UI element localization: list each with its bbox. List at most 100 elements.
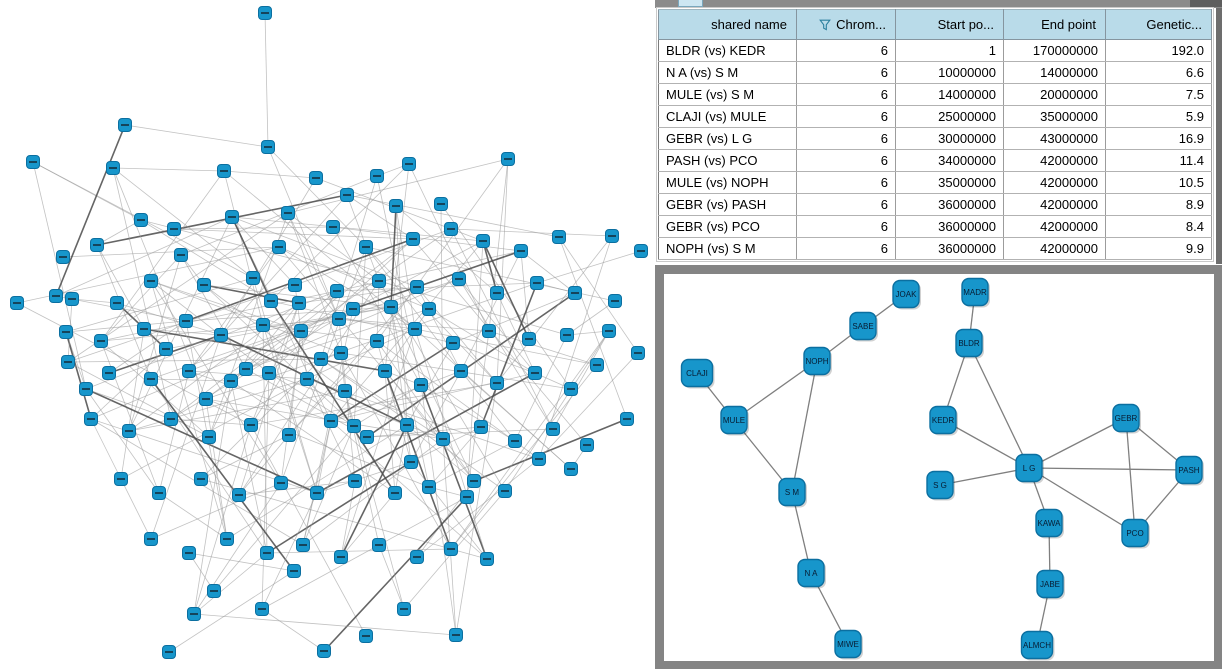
- network-node[interactable]: [1121, 518, 1149, 548]
- network-node[interactable]: [680, 358, 714, 388]
- table-cell[interactable]: 6: [796, 83, 896, 106]
- table-cell[interactable]: GEBR (vs) PASH: [658, 193, 797, 216]
- column-header-shared-name[interactable]: shared name: [658, 9, 797, 40]
- table-row[interactable]: N A (vs) S M 6 10000000 14000000 6.6: [658, 61, 1212, 84]
- table-row[interactable]: GEBR (vs) PCO 6 36000000 42000000 8.4: [658, 215, 1212, 238]
- scrollbar-fragment[interactable]: [1190, 0, 1222, 7]
- network-node[interactable]: [1020, 630, 1054, 660]
- table-cell[interactable]: 170000000: [1003, 39, 1106, 62]
- table-cell[interactable]: 6: [796, 215, 896, 238]
- table-cell[interactable]: 10.5: [1105, 171, 1212, 194]
- table-cell[interactable]: BLDR (vs) KEDR: [658, 39, 797, 62]
- network-node[interactable]: [1015, 453, 1043, 483]
- network-node[interactable]: [1035, 508, 1063, 538]
- table-cell[interactable]: NOPH (vs) S M: [658, 237, 797, 260]
- table-cell[interactable]: 5.9: [1105, 105, 1212, 128]
- table-cell[interactable]: 6: [796, 127, 896, 150]
- column-header-chromosome[interactable]: Chrom...: [796, 9, 896, 40]
- network-node[interactable]: [955, 328, 983, 358]
- table-cell[interactable]: 6: [796, 193, 896, 216]
- overview-edge: [450, 228, 554, 430]
- table-cell[interactable]: 16.9: [1105, 127, 1212, 150]
- table-cell[interactable]: MULE (vs) NOPH: [658, 171, 797, 194]
- table-cell[interactable]: 30000000: [895, 127, 1004, 150]
- node-label-smudge: [264, 146, 272, 148]
- table-cell[interactable]: 34000000: [895, 149, 1004, 172]
- overview-edge: [558, 236, 628, 420]
- network-node[interactable]: [849, 311, 877, 341]
- table-row[interactable]: MULE (vs) NOPH 6 35000000 42000000 10.5: [658, 171, 1212, 194]
- network-node[interactable]: [720, 405, 748, 435]
- network-node[interactable]: [892, 279, 920, 309]
- panel-tab-stub[interactable]: [678, 0, 703, 7]
- network-node[interactable]: [1112, 403, 1140, 433]
- table-cell[interactable]: 1: [895, 39, 1004, 62]
- table-cell[interactable]: 6: [796, 237, 896, 260]
- network-node[interactable]: [1036, 569, 1064, 599]
- table-cell[interactable]: 20000000: [1003, 83, 1106, 106]
- table-cell[interactable]: 10000000: [895, 61, 1004, 84]
- table-cell[interactable]: 9.9: [1105, 237, 1212, 260]
- table-cell[interactable]: 8.9: [1105, 193, 1212, 216]
- table-cell[interactable]: 8.4: [1105, 215, 1212, 238]
- table-row[interactable]: NOPH (vs) S M 6 36000000 42000000 9.9: [658, 237, 1212, 260]
- table-cell[interactable]: MULE (vs) S M: [658, 83, 797, 106]
- table-cell[interactable]: 6: [796, 105, 896, 128]
- node-label-smudge: [417, 384, 425, 386]
- table-row[interactable]: GEBR (vs) PASH 6 36000000 42000000 8.9: [658, 193, 1212, 216]
- table-cell[interactable]: 14000000: [1003, 61, 1106, 84]
- table-cell[interactable]: 43000000: [1003, 127, 1106, 150]
- table-cell[interactable]: 7.5: [1105, 83, 1212, 106]
- network-node[interactable]: [961, 277, 989, 307]
- table-cell[interactable]: 6: [796, 39, 896, 62]
- table-cell[interactable]: 42000000: [1003, 215, 1106, 238]
- column-header-genetic[interactable]: Genetic...: [1105, 9, 1212, 40]
- network-node[interactable]: [797, 558, 825, 588]
- table-cell[interactable]: GEBR (vs) L G: [658, 127, 797, 150]
- table-cell[interactable]: GEBR (vs) PCO: [658, 215, 797, 238]
- table-cell[interactable]: PASH (vs) PCO: [658, 149, 797, 172]
- network-node[interactable]: [803, 346, 831, 376]
- overview-network-canvas[interactable]: [0, 0, 655, 669]
- table-row[interactable]: PASH (vs) PCO 6 34000000 42000000 11.4: [658, 149, 1212, 172]
- overview-edge: [366, 292, 576, 438]
- overview-edge: [278, 246, 430, 310]
- table-cell[interactable]: 6: [796, 171, 896, 194]
- table-row[interactable]: GEBR (vs) L G 6 30000000 43000000 16.9: [658, 127, 1212, 150]
- network-node[interactable]: [1175, 455, 1203, 485]
- table-scrollbar[interactable]: [1216, 8, 1222, 264]
- table-cell[interactable]: 6: [796, 149, 896, 172]
- overview-edge: [366, 428, 554, 438]
- overview-edge: [416, 286, 462, 372]
- overview-edge: [120, 378, 308, 480]
- node-label-smudge: [109, 167, 117, 169]
- table-cell[interactable]: 192.0: [1105, 39, 1212, 62]
- table-cell[interactable]: 6: [796, 61, 896, 84]
- filter-funnel-icon[interactable]: [819, 19, 832, 31]
- table-cell[interactable]: 35000000: [895, 171, 1004, 194]
- table-cell[interactable]: 36000000: [895, 193, 1004, 216]
- table-cell[interactable]: 36000000: [895, 237, 1004, 260]
- table-row[interactable]: MULE (vs) S M 6 14000000 20000000 7.5: [658, 83, 1212, 106]
- network-node[interactable]: [778, 477, 806, 507]
- table-cell[interactable]: 42000000: [1003, 171, 1106, 194]
- table-cell[interactable]: N A (vs) S M: [658, 61, 797, 84]
- network-node[interactable]: [834, 629, 862, 659]
- table-row[interactable]: BLDR (vs) KEDR 6 1 170000000 192.0: [658, 39, 1212, 62]
- table-cell[interactable]: 6.6: [1105, 61, 1212, 84]
- column-header-end-point[interactable]: End point: [1003, 9, 1106, 40]
- table-cell[interactable]: 11.4: [1105, 149, 1212, 172]
- table-cell[interactable]: 42000000: [1003, 149, 1106, 172]
- table-cell[interactable]: 42000000: [1003, 193, 1106, 216]
- table-cell[interactable]: 25000000: [895, 105, 1004, 128]
- table-cell[interactable]: 42000000: [1003, 237, 1106, 260]
- detail-network-canvas[interactable]: CLAJI MULE NOPH SABE JOAK S M N A MIWE MADR BLDR K…: [664, 274, 1214, 661]
- table-cell[interactable]: 36000000: [895, 215, 1004, 238]
- network-node[interactable]: [929, 405, 957, 435]
- table-row[interactable]: CLAJI (vs) MULE 6 25000000 35000000 5.9: [658, 105, 1212, 128]
- table-cell[interactable]: 35000000: [1003, 105, 1106, 128]
- network-node[interactable]: [926, 470, 954, 500]
- column-header-start-position[interactable]: Start po...: [895, 9, 1004, 40]
- table-cell[interactable]: CLAJI (vs) MULE: [658, 105, 797, 128]
- table-cell[interactable]: 14000000: [895, 83, 1004, 106]
